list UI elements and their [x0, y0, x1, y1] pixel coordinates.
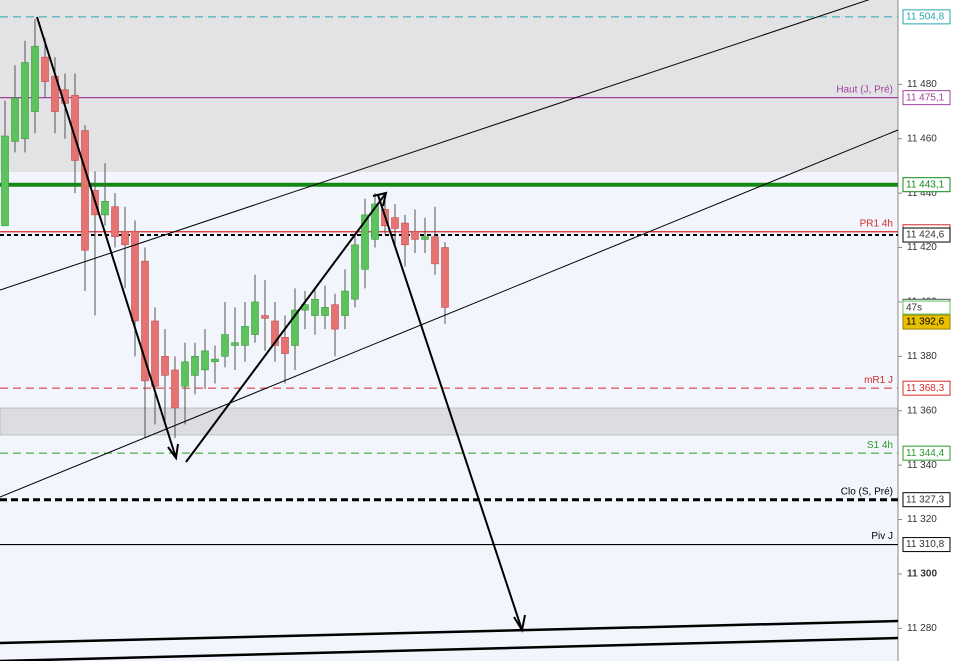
drawings — [0, 0, 899, 661]
channel-line — [0, 0, 870, 291]
candle-body — [291, 309, 299, 346]
value-box-label: 11 504,8 — [906, 12, 945, 23]
y-tick-label: 11 460 — [907, 133, 937, 144]
y-tick-label: 11 300 — [907, 569, 937, 580]
level-label: PR1 4h — [860, 218, 893, 229]
level-label: mR1 J — [864, 375, 893, 386]
level-label: Piv J — [871, 531, 893, 542]
candle-body — [391, 217, 399, 229]
y-tick-label: 11 440 — [907, 188, 937, 199]
arrows — [36, 16, 526, 633]
candle-body — [241, 326, 249, 346]
value-box-label: 11 475,1 — [906, 92, 945, 103]
candle-body — [81, 130, 89, 251]
candle-body — [281, 337, 289, 354]
y-tick-label: 11 340 — [907, 460, 937, 471]
candle-body — [11, 97, 19, 142]
value-box — [902, 537, 951, 553]
y-tick-label: 11 420 — [907, 242, 937, 253]
level-label: Haut (J, Pré) — [836, 84, 893, 95]
candle-body — [431, 236, 439, 265]
y-tick-label: 11 480 — [907, 79, 937, 90]
candle-body — [351, 244, 359, 300]
value-box-label: 11 344,4 — [906, 448, 945, 459]
candle-body — [161, 356, 169, 376]
candle-body — [101, 200, 109, 216]
zone — [0, 0, 898, 172]
candle-body — [201, 350, 209, 371]
candle-body — [111, 206, 119, 237]
value-box — [902, 227, 951, 243]
candle-body — [221, 334, 229, 357]
candle-body — [411, 230, 419, 240]
trend-line — [0, 636, 899, 661]
y-tick-label: 11 320 — [907, 514, 937, 525]
candle-body — [401, 222, 409, 246]
candle-body — [321, 307, 329, 316]
candle-body — [441, 247, 449, 308]
value-box-label: 11 443,1 — [906, 179, 945, 190]
candle-body — [261, 315, 269, 319]
levels: Haut (J, Pré) PR1 4h mR1 J S1 4h Clo (S, Pré… — [0, 16, 898, 546]
candle-body — [151, 320, 159, 387]
candle-body — [211, 358, 219, 363]
y-tick-label: 11 360 — [907, 405, 937, 416]
countdown-box — [902, 300, 951, 315]
candle-body — [121, 230, 129, 246]
value-box-label: 11 310,8 — [906, 539, 945, 550]
value-box-label: 11 327,3 — [906, 494, 945, 505]
candle-body — [41, 56, 49, 82]
candle-body — [331, 304, 339, 330]
candle-body — [361, 214, 369, 270]
value-box-label: 11 424,6 — [906, 230, 945, 241]
y-tick-label: 11 280 — [907, 623, 937, 634]
candle-body — [21, 62, 29, 140]
candle-body — [341, 290, 349, 316]
channel-line — [0, 129, 899, 498]
countdown: 47s — [906, 303, 922, 314]
candle-body — [191, 356, 199, 376]
value-box — [902, 314, 951, 330]
value-box — [902, 492, 951, 508]
candle-body — [171, 369, 179, 409]
candle-body — [421, 236, 429, 240]
candle-body — [141, 260, 149, 382]
candle-body — [31, 45, 39, 112]
level-label: Clo (S, Pré) — [841, 486, 893, 497]
value-box — [902, 9, 951, 25]
trend-line — [0, 619, 899, 645]
candle-body — [371, 203, 379, 240]
value-boxes: 11 504,811 475,111 443,111 425,811 424,6… — [902, 9, 951, 553]
candle-body — [131, 230, 139, 322]
candle-body — [1, 135, 9, 227]
candle-body — [311, 298, 319, 316]
value-box-label: 11 368,3 — [906, 383, 945, 394]
y-tick-label: 11 380 — [907, 351, 937, 362]
candle-body — [181, 361, 189, 387]
value-box-label: 11 392,6 — [906, 317, 945, 328]
candle-body — [251, 301, 259, 335]
value-box — [902, 445, 951, 461]
level-label: S1 4h — [867, 440, 893, 451]
value-box — [902, 380, 951, 396]
candle-body — [231, 342, 239, 346]
value-box — [902, 90, 951, 106]
value-box — [902, 177, 951, 193]
candle-body — [271, 320, 279, 346]
